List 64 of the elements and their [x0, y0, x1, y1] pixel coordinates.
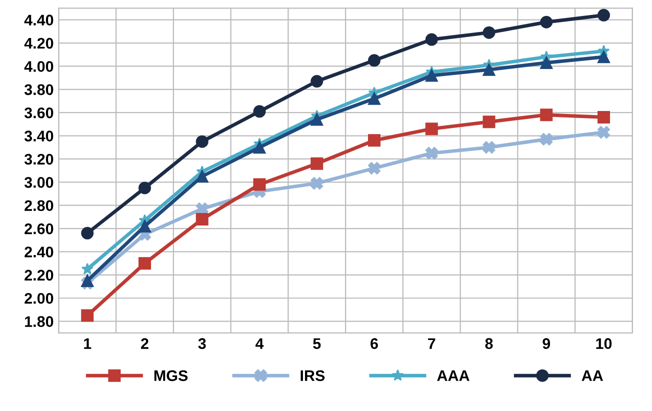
point	[540, 56, 553, 69]
point	[598, 8, 610, 22]
point	[138, 182, 151, 194]
point	[138, 257, 151, 270]
y-tick-label: 2.40	[24, 246, 54, 258]
x-tick-label: 7	[428, 338, 436, 349]
point	[425, 33, 438, 46]
point	[540, 108, 553, 122]
point	[81, 309, 94, 322]
point	[253, 178, 266, 191]
point	[540, 133, 553, 146]
point	[196, 213, 208, 226]
point	[196, 135, 208, 148]
point	[368, 162, 380, 174]
point	[253, 141, 266, 154]
point	[368, 92, 380, 105]
y-tick-label: 3.80	[24, 84, 54, 96]
point	[425, 69, 438, 82]
point	[540, 16, 553, 28]
point	[482, 26, 496, 39]
legend-label: IRS	[300, 370, 325, 382]
point	[598, 126, 610, 139]
legend-label: MGS	[154, 370, 188, 382]
y-tick-label: 2.00	[24, 292, 54, 304]
x-tick-label: 3	[198, 338, 206, 350]
point	[425, 146, 438, 160]
y-tick-label: 2.60	[24, 223, 54, 234]
point	[81, 274, 94, 287]
y-tick-label: 2.20	[24, 270, 54, 281]
point	[310, 177, 324, 190]
x-tick-label: 10	[596, 338, 612, 349]
x-tick-label: 8	[485, 338, 493, 349]
point	[425, 122, 438, 136]
point	[196, 170, 208, 183]
x-tick-label: 1	[84, 338, 92, 349]
x-tick-label: 6	[370, 338, 378, 349]
point	[598, 50, 610, 64]
point	[598, 110, 610, 124]
point	[368, 134, 380, 147]
point	[482, 63, 496, 76]
y-tick-label: 3.00	[24, 177, 54, 188]
y-tick-label: 3.60	[24, 107, 54, 118]
y-tick-label: 3.40	[24, 130, 54, 142]
point	[482, 116, 496, 128]
y-tick-label: 4.20	[24, 38, 54, 49]
point	[368, 54, 380, 67]
point	[81, 226, 94, 240]
point	[310, 75, 324, 88]
point	[253, 105, 266, 118]
legend-label: AAA	[437, 370, 470, 381]
point	[310, 113, 324, 126]
point	[482, 141, 496, 154]
point	[81, 262, 94, 274]
y-tick-label: 1.80	[25, 316, 54, 327]
x-tick-label: 2	[141, 338, 148, 349]
x-tick-label: 9	[542, 338, 550, 349]
x-tick-label: 5	[313, 338, 321, 349]
y-tick-label: 4.40	[24, 14, 54, 26]
y-tick-label: 2.80	[24, 200, 54, 212]
y-tick-label: 4.00	[24, 61, 54, 72]
point	[310, 157, 324, 170]
x-tick-label: 4	[255, 338, 264, 349]
y-tick-label: 3.20	[24, 154, 54, 165]
legend-label: AA	[582, 370, 604, 381]
